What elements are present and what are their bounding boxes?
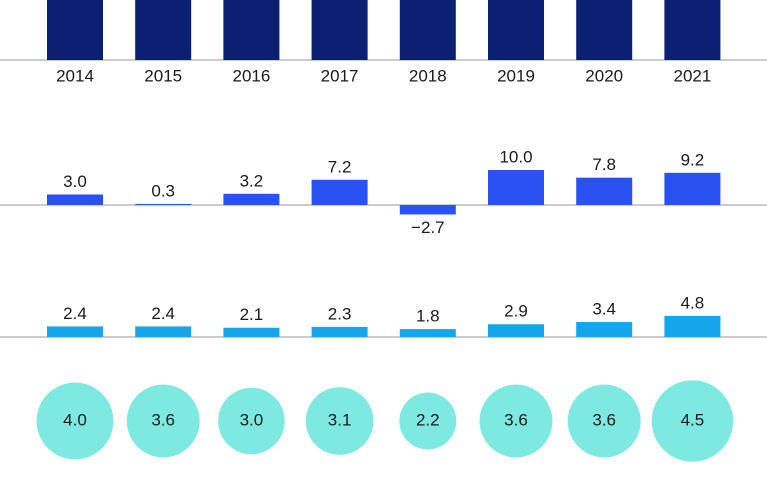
value-label: 9.2 [681,150,705,169]
bubble [399,392,457,450]
bar [223,193,280,205]
value-label: 2.9 [504,302,528,321]
value-label: 2.3 [328,304,352,323]
x-tick-label: 2018 [409,66,447,85]
cropped-bar [311,0,368,60]
bubble [305,387,374,455]
bar [399,205,456,215]
value-label: 3.4 [592,300,616,319]
bubble [651,380,734,462]
value-label: 2.4 [151,304,175,323]
value-label: 2.4 [63,304,87,323]
value-label: 4.0 [63,410,87,429]
x-tick-label: 2014 [56,66,94,85]
bar [576,322,633,337]
bubble [126,384,200,458]
cropped-bar [488,0,544,60]
value-label: 4.8 [681,293,705,312]
bubble [218,387,285,455]
bar [399,329,456,337]
x-tick-label: 2019 [497,66,535,85]
bar [576,177,633,205]
value-label: 3.2 [240,171,264,190]
bar [488,170,544,205]
value-label: 7.8 [592,155,616,174]
bar [311,179,368,205]
x-tick-label: 2016 [232,66,270,85]
value-label: 2.2 [416,410,440,429]
value-label: 0.3 [151,181,175,200]
bar [47,326,103,337]
bar [47,194,103,205]
value-label: 3.0 [240,410,264,429]
bar [135,203,192,205]
value-label: 3.6 [592,410,616,429]
value-label: 3.0 [63,172,87,191]
cropped-bar [223,0,280,60]
bar [135,326,192,337]
value-label: 7.2 [328,157,352,176]
x-tick-label: 2021 [673,66,711,85]
cropped-bar [399,0,456,60]
bar [664,315,721,337]
value-label: 1.8 [416,307,440,326]
x-tick-label: 2015 [144,66,182,85]
bubble [567,384,641,458]
bar [488,324,544,337]
bubble [36,382,114,460]
value-label: 2.1 [240,305,264,324]
x-tick-label: 2020 [585,66,623,85]
x-tick-label: 2017 [321,66,359,85]
cropped-bar [664,0,721,60]
value-label: 3.6 [151,410,175,429]
bar [223,327,280,337]
cropped-bar [47,0,103,60]
bar [311,326,368,337]
value-label: 4.5 [681,410,705,429]
value-label: 10.0 [499,147,532,166]
cropped-bar [576,0,633,60]
cropped-bar [135,0,192,60]
bar [664,172,721,205]
value-label: −2.7 [411,218,445,237]
value-label: 3.6 [504,410,528,429]
value-label: 3.1 [328,410,352,429]
bubble [479,384,553,458]
